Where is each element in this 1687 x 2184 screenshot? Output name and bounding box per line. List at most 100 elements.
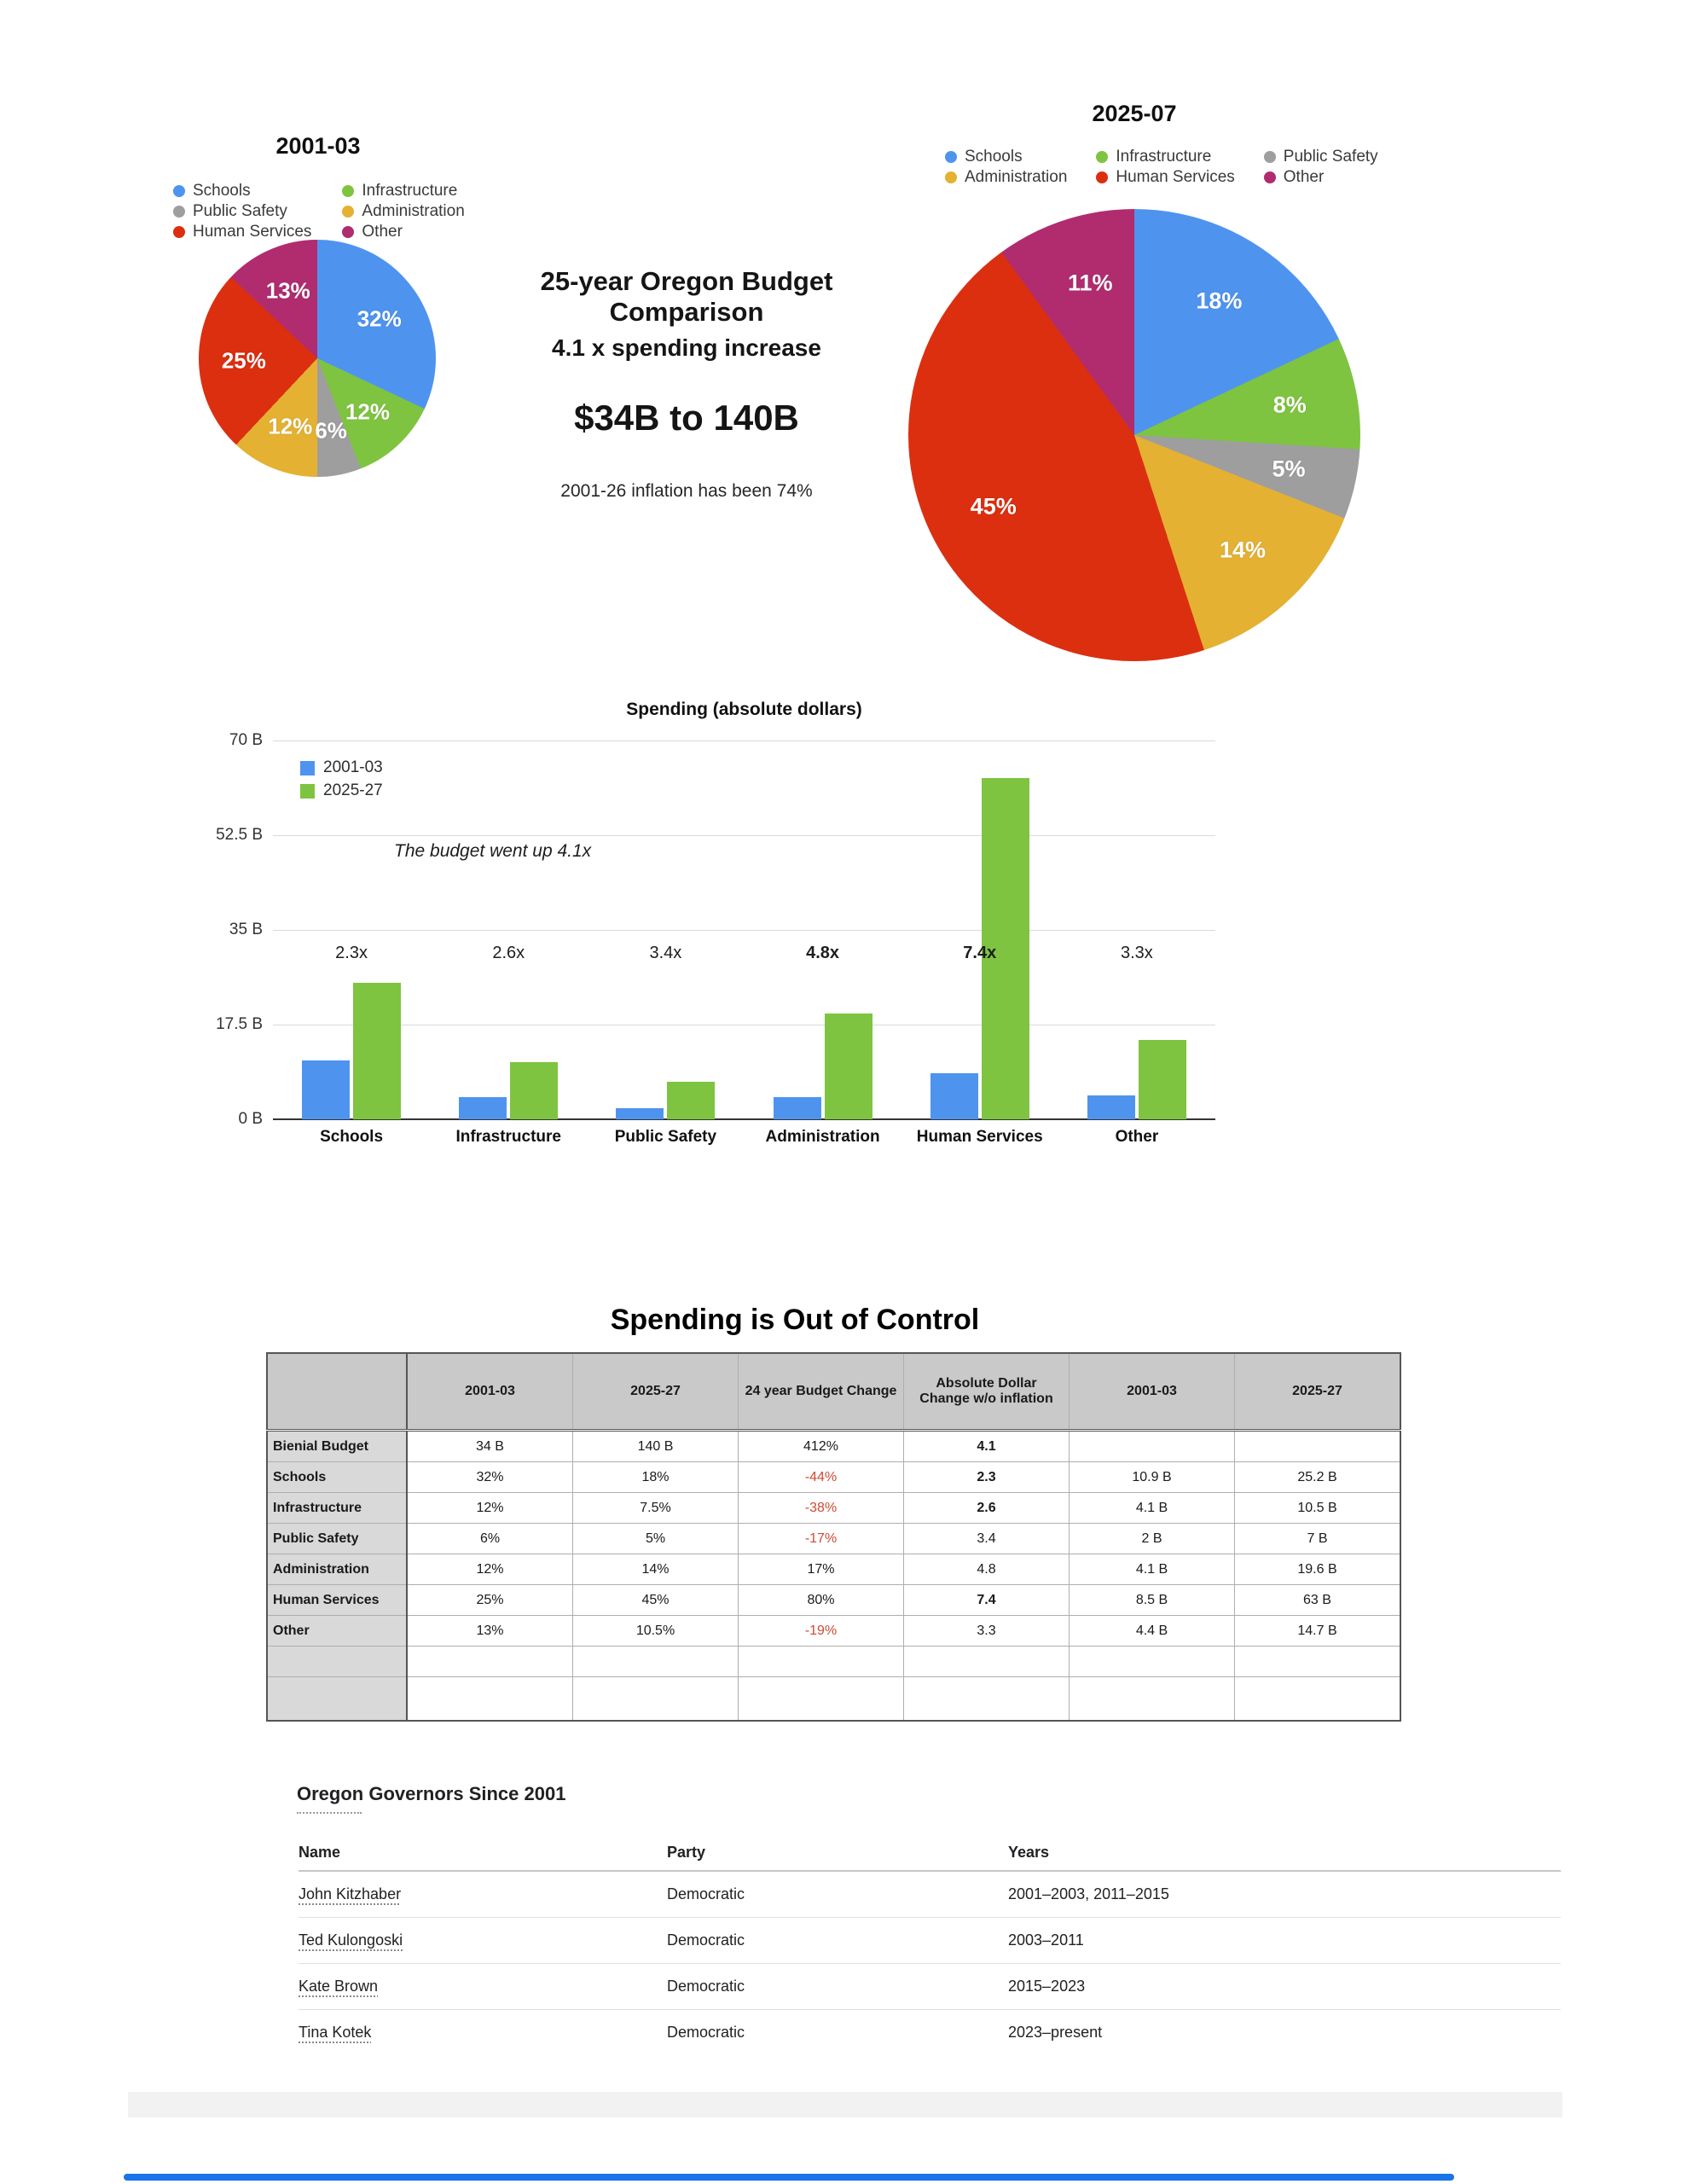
bar-chart-annotation: The budget went up 4.1x	[394, 841, 592, 861]
budget-table-row	[266, 1676, 1401, 1722]
bar-2025-27-human-services	[981, 778, 1029, 1119]
bar-legend-label: 2025-27	[323, 781, 383, 799]
legend-color-dot	[945, 171, 957, 183]
budget-table-cell: 3.3	[903, 1615, 1070, 1647]
pie-slice-label: 6%	[315, 417, 347, 444]
budget-table-header-cell: 2001-03	[406, 1352, 573, 1432]
budget-table-cell: 7.5%	[572, 1492, 739, 1524]
budget-table-cell	[1234, 1430, 1401, 1462]
budget-table-cell: 13%	[406, 1615, 573, 1647]
budget-table-cell: 45%	[572, 1584, 739, 1616]
budget-table-cell: 6%	[406, 1523, 573, 1554]
legend-color-dot	[173, 206, 185, 218]
budget-table-cell: 8.5 B	[1069, 1584, 1235, 1616]
budget-table-header-cell: 2001-03	[1069, 1352, 1235, 1432]
budget-table-cell	[406, 1646, 573, 1677]
budget-table-cell: 14.7 B	[1234, 1615, 1401, 1647]
footer-strip	[128, 2092, 1562, 2117]
budget-table-cell: 25%	[406, 1584, 573, 1616]
bar-2001-03-infrastructure	[459, 1097, 507, 1119]
bar-legend-label: 2001-03	[323, 758, 383, 776]
headline-inflation-note: 2001-26 inflation has been 74%	[560, 481, 813, 501]
legend-color-dot	[342, 226, 355, 238]
budget-table-cell: 4.1 B	[1069, 1554, 1235, 1585]
budget-table-row	[266, 1646, 1401, 1677]
y-axis-tick-label: 70 B	[229, 731, 263, 749]
governor-name-cell: John Kitzhaber	[299, 1885, 667, 1903]
legend-color-dot	[1263, 171, 1276, 183]
legend-label: Human Services	[1116, 168, 1235, 186]
legend-item: Other	[342, 222, 464, 242]
pie-slice-label: 11%	[1067, 270, 1113, 296]
bar-2001-03-other	[1087, 1095, 1135, 1119]
governors-heading: Oregon Governors Since 2001	[297, 1783, 566, 1804]
legend-color-dot	[1263, 151, 1276, 163]
gridline	[273, 835, 1215, 836]
legend-color-dot	[945, 151, 957, 163]
budget-table-cell: 2.6	[903, 1492, 1070, 1524]
legend-item: Administration	[945, 167, 1067, 188]
budget-table: 2001-03 2025-27 24 year Budget Change Absol…	[266, 1352, 1401, 1722]
budget-table-cell: 63 B	[1234, 1584, 1401, 1616]
budget-table-row: Schools 32% 18% -44% 2.3 10.9 B 25.2 B	[266, 1461, 1401, 1493]
budget-table-row: Bienial Budget 34 B 140 B 412% 4.1	[266, 1430, 1401, 1462]
budget-table-row: Administration 12% 14% 17% 4.8 4.1 B 19.6 B	[266, 1554, 1401, 1585]
governor-party-cell: Democratic	[667, 1978, 745, 1995]
budget-table-cell: 4.1 B	[1069, 1492, 1235, 1524]
pie-left-title: 2001-03	[275, 133, 361, 159]
budget-table-cell: 7.4	[903, 1584, 1070, 1616]
governor-name-link[interactable]: Tina Kotek	[299, 2024, 372, 2041]
governor-name-link[interactable]: John Kitzhaber	[299, 1885, 402, 1902]
horizontal-scrollbar[interactable]	[124, 2174, 1454, 2181]
pie-slice-label: 8%	[1272, 392, 1307, 418]
legend-color-dot	[342, 185, 355, 197]
legend-item: Human Services	[1096, 167, 1235, 188]
bar-2025-27-schools	[353, 983, 402, 1119]
y-axis-tick-label: 52.5 B	[216, 826, 263, 844]
governor-years-cell: 2015–2023	[1008, 1978, 1086, 1995]
legend-label: Administration	[362, 202, 465, 220]
governor-name-link[interactable]: Ted Kulongoski	[299, 1931, 403, 1949]
bar-legend-item: 2001-03	[300, 758, 383, 777]
legend-item: Administration	[342, 201, 465, 222]
governor-name-cell: Kate Brown	[299, 1978, 667, 1995]
budget-table-cell	[903, 1646, 1070, 1677]
bar-2001-03-human-services	[930, 1073, 978, 1119]
bar-chart-title: Spending (absolute dollars)	[626, 700, 862, 719]
governor-row: John Kitzhaber Democratic 2001–2003, 2011–…	[299, 1872, 1561, 1918]
legend-color-dot	[173, 185, 185, 197]
budget-table-row-label	[266, 1646, 408, 1677]
legend-label: Infrastructure	[1116, 148, 1212, 166]
budget-table-cell: 10.5%	[572, 1615, 739, 1647]
x-axis-category-label: Administration	[765, 1128, 880, 1146]
bar-2001-03-schools	[302, 1060, 351, 1119]
headline-comparison: 25-year Oregon Budget Comparison	[540, 266, 833, 327]
governors-table: Name Party Years John Kitzhaber Democratic 20…	[299, 1834, 1561, 2055]
budget-table-cell: -44%	[738, 1461, 904, 1493]
budget-table-cell: -17%	[738, 1523, 904, 1554]
budget-table-header-cell: 2025-27	[1234, 1352, 1401, 1432]
legend-color-dot	[342, 206, 355, 218]
legend-label: Infrastructure	[362, 182, 458, 200]
budget-table-cell: 5%	[572, 1523, 739, 1554]
multiplier-label: 2.6x	[492, 944, 525, 962]
budget-table-header: 2001-03 2025-27 24 year Budget Change Absol…	[266, 1352, 1401, 1432]
governor-years-cell: 2023–present	[1008, 2024, 1103, 2041]
budget-table-header-cell	[266, 1352, 408, 1432]
budget-table-cell: 12%	[406, 1554, 573, 1585]
pie-slice-label: 45%	[970, 493, 1017, 520]
governors-header-cell: Years	[1008, 1843, 1050, 1861]
legend-label: Human Services	[193, 223, 312, 241]
budget-table-cell: 10.9 B	[1069, 1461, 1235, 1493]
governor-name-link[interactable]: Kate Brown	[299, 1978, 379, 1995]
pie-left-legend: Schools Public Safety Human Services Infras…	[173, 181, 465, 242]
multiplier-label: 2.3x	[335, 944, 368, 962]
pie-right-legend: Schools Administration Infrastructure Human…	[945, 147, 1378, 188]
gridline	[273, 930, 1215, 931]
budget-table-cell	[572, 1676, 739, 1722]
budget-table-cell	[572, 1646, 739, 1677]
budget-table-cell	[1234, 1646, 1401, 1677]
budget-table-cell	[1069, 1676, 1235, 1722]
budget-table-cell: 17%	[738, 1554, 904, 1585]
